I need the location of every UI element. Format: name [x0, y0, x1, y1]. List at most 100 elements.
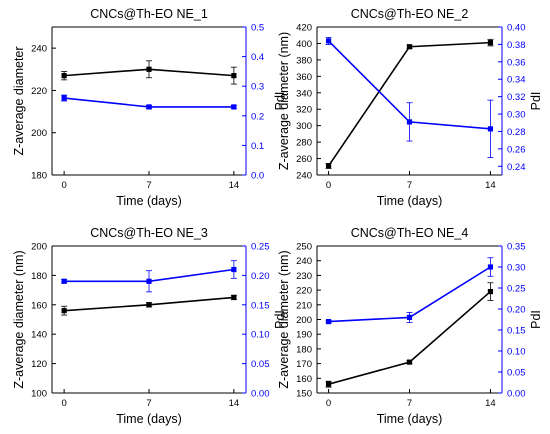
chart-panel-3: CNCs@Th-EO NE_3 0 7 14 Time (days) 100 120 140 1… [12, 226, 287, 426]
data-point-z-average [146, 302, 152, 308]
x-axis-label: Time (days) [116, 412, 182, 426]
y-right-tick-label: 0.38 [507, 40, 526, 51]
x-tick-label: 0 [61, 398, 66, 409]
y-left-tick-label: 260 [296, 154, 312, 165]
data-point-z-average [406, 359, 413, 365]
y-left-tick-label: 240 [296, 256, 312, 267]
y-left-tick-label: 320 [296, 105, 312, 116]
data-point-z-average [146, 66, 152, 72]
y-left-tick-label: 300 [296, 121, 312, 132]
x-tick-label: 7 [146, 398, 151, 409]
data-point-pdi [146, 278, 152, 284]
data-point-z-average [231, 73, 237, 79]
y-left-tick-label: 400 [296, 39, 312, 50]
y-right-tick-label: 0.15 [507, 326, 526, 337]
y-right-tick-label: 0.30 [507, 263, 526, 274]
y-left-tick-label: 170 [296, 359, 312, 370]
y-left-tick-label: 250 [296, 242, 312, 253]
series-line-z-average [328, 290, 491, 385]
y-left-tick-label: 220 [296, 286, 312, 297]
data-point-z-average [487, 40, 494, 46]
y-right-tick-label: 0.25 [507, 284, 526, 295]
y-right-tick-label: 0.00 [251, 389, 270, 400]
data-point-pdi [231, 266, 237, 273]
y-left-tick-label: 210 [296, 300, 312, 311]
x-axis-label: Time (days) [377, 194, 443, 208]
y-left-tick-label: 180 [31, 171, 47, 182]
x-tick-label: 7 [407, 180, 412, 191]
data-point-pdi [406, 119, 413, 125]
x-tick-label: 14 [229, 398, 240, 409]
y-left-tick-label: 200 [31, 242, 47, 253]
x-tick-label: 14 [485, 398, 496, 409]
y-left-tick-label: 220 [31, 86, 47, 97]
y-left-tick-label: 200 [296, 315, 312, 326]
x-tick-label: 0 [326, 180, 331, 191]
y-right-tick-label: 0.4 [251, 52, 264, 63]
chart-title: CNCs@Th-EO NE_4 [351, 226, 469, 240]
x-tick-label: 14 [485, 180, 496, 191]
y-right-tick-label: 0.05 [251, 359, 270, 370]
data-point-z-average [487, 288, 494, 295]
chart-title: CNCs@Th-EO NE_2 [351, 7, 469, 21]
y-left-tick-label: 380 [296, 55, 312, 66]
y-left-tick-label: 200 [31, 128, 47, 139]
y-left-tick-label: 420 [296, 23, 312, 34]
data-point-pdi [61, 95, 67, 101]
y-right-tick-label: 0.36 [507, 57, 526, 68]
y-left-tick-label: 160 [296, 374, 312, 385]
data-point-pdi [406, 314, 413, 320]
y-left-tick-label: 360 [296, 72, 312, 83]
data-point-z-average [61, 308, 67, 314]
y-left-tick-label: 140 [31, 330, 47, 341]
y-left-tick-label: 100 [31, 389, 47, 400]
y-right-tick-label: 0.10 [507, 347, 526, 358]
chart-panel-4: CNCs@Th-EO NE_4 0 7 14 Time (days) 150 160 170 1… [277, 226, 543, 426]
data-point-pdi [231, 104, 237, 110]
data-point-pdi [325, 319, 332, 325]
y-right-tick-label: 0.10 [251, 330, 270, 341]
y-right-tick-label: 0.24 [507, 162, 526, 173]
y-right-tick-label: 0.3 [251, 82, 264, 93]
y-right-tick-label: 0.35 [507, 242, 526, 253]
y-right-axis-label: PdI [529, 310, 543, 329]
data-point-pdi [487, 264, 494, 270]
y-right-tick-label: 0.20 [507, 305, 526, 316]
y-right-axis-label: PdI [273, 310, 287, 329]
y-left-tick-label: 120 [31, 359, 47, 370]
y-left-tick-label: 180 [31, 271, 47, 282]
y-left-tick-label: 150 [296, 389, 312, 400]
y-left-tick-label: 190 [296, 330, 312, 341]
y-right-tick-label: 0.20 [251, 271, 270, 282]
chart-panel-2: CNCs@Th-EO NE_2 0 7 14 Time (days) 240 260 280 3… [277, 7, 543, 208]
y-left-tick-label: 240 [31, 44, 47, 55]
data-point-pdi [61, 278, 67, 284]
y-left-tick-label: 180 [296, 344, 312, 355]
y-left-tick-label: 230 [296, 271, 312, 282]
y-right-tick-label: 0.1 [251, 141, 264, 152]
y-right-axis-label: PdI [273, 92, 287, 111]
chart-title: CNCs@Th-EO NE_1 [90, 7, 208, 21]
y-right-tick-label: 0.25 [251, 242, 270, 253]
y-right-tick-label: 0.05 [507, 368, 526, 379]
y-right-tick-label: 0.28 [507, 127, 526, 138]
y-left-axis-label: Z-average diameter (nm) [12, 250, 26, 388]
y-left-axis-label: Z-average diameter (nm) [277, 32, 291, 170]
y-right-tick-label: 0.32 [507, 92, 526, 103]
y-right-tick-label: 0.00 [507, 389, 526, 400]
y-left-axis-label: Z-average diameter (nm) [277, 250, 291, 388]
y-right-tick-label: 0.15 [251, 300, 270, 311]
data-point-pdi [487, 126, 494, 132]
data-point-pdi [146, 104, 152, 110]
x-tick-label: 7 [146, 180, 151, 191]
y-left-tick-label: 160 [31, 300, 47, 311]
x-tick-label: 14 [229, 180, 240, 191]
y-right-axis-label: PdI [529, 92, 543, 111]
y-left-tick-label: 240 [296, 171, 312, 182]
y-left-tick-label: 340 [296, 88, 312, 99]
chart-title: CNCs@Th-EO NE_3 [90, 226, 208, 240]
chart-panel-1: CNCs@Th-EO NE_1 0 7 14 Time (days) 180 200 220 2… [12, 7, 287, 208]
y-right-tick-label: 0.2 [251, 111, 264, 122]
y-right-tick-label: 0.30 [507, 110, 526, 121]
